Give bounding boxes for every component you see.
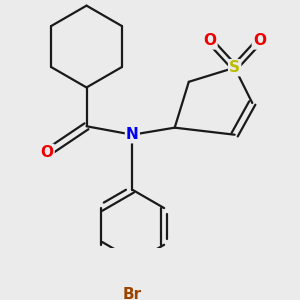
Text: O: O (40, 145, 53, 160)
Text: N: N (126, 127, 139, 142)
Text: Br: Br (123, 287, 142, 300)
Text: O: O (253, 33, 266, 48)
Text: S: S (229, 60, 240, 75)
Text: O: O (203, 33, 217, 48)
